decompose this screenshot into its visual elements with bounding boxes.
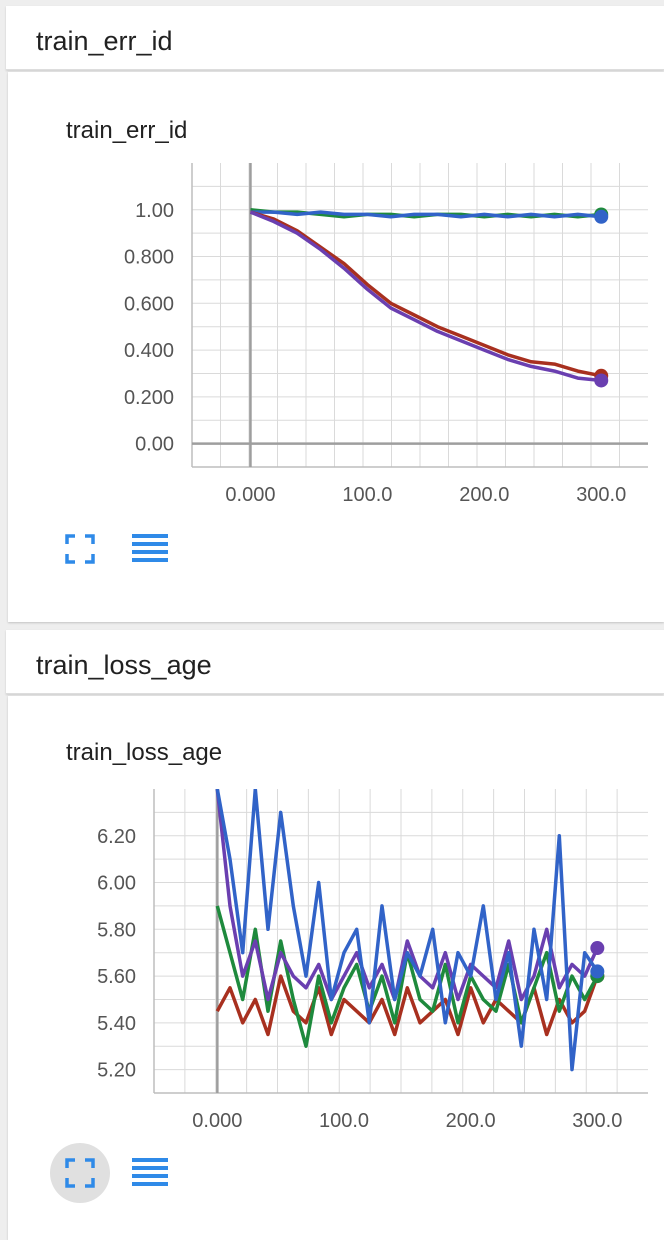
y-tick-label: 0.200 bbox=[124, 387, 174, 409]
section-header-train-err-id[interactable]: train_err_id bbox=[6, 6, 664, 70]
x-tick-label: 200.0 bbox=[459, 484, 509, 506]
series-end-point-2 bbox=[590, 941, 605, 956]
list-icon bbox=[132, 1158, 168, 1186]
y-tick-label: 0.600 bbox=[124, 293, 174, 315]
y-tick-label: 5.20 bbox=[97, 1060, 136, 1082]
series-end-point-3 bbox=[590, 964, 605, 979]
series-line-1 bbox=[250, 210, 602, 219]
y-tick-label: 0.00 bbox=[135, 434, 174, 456]
series-line-2 bbox=[249, 210, 602, 378]
x-tick-label: 0.000 bbox=[192, 1110, 242, 1132]
x-tick-label: 200.0 bbox=[446, 1110, 496, 1132]
series-line-3 bbox=[249, 210, 602, 383]
x-tick-label: 100.0 bbox=[319, 1110, 369, 1132]
y-tick-label: 5.60 bbox=[97, 966, 136, 988]
fullscreen-icon bbox=[65, 1158, 95, 1188]
show-data-button[interactable] bbox=[120, 1143, 180, 1203]
section-title: train_loss_age bbox=[36, 650, 212, 680]
chart-train-loss-age: 5.20 5.40 5.60 5.80 6.00 6.20 0.000 100.0 200.0 3… bbox=[97, 789, 648, 1132]
chart-card-train-loss-age: train_loss_age 5.20 5.40 5.60 5.80 6.00 6.20 0… bbox=[8, 696, 664, 1240]
y-tick-label: 0.800 bbox=[124, 247, 174, 269]
y-tick-label: 5.40 bbox=[97, 1013, 136, 1035]
y-tick-label: 1.00 bbox=[135, 200, 174, 222]
y-tick-label: 0.400 bbox=[124, 340, 174, 362]
x-tick-label: 300.0 bbox=[572, 1110, 622, 1132]
chart-title: train_loss_age bbox=[66, 739, 223, 766]
y-tick-label: 6.00 bbox=[97, 873, 136, 895]
series-end-point-3 bbox=[594, 373, 609, 388]
fullscreen-button[interactable] bbox=[50, 1143, 110, 1203]
y-tick-label: 5.80 bbox=[97, 919, 136, 941]
chart-train-err-id: 0.00 0.200 0.400 0.600 0.800 1.00 0.000 100.0 20… bbox=[124, 163, 648, 506]
show-data-button[interactable] bbox=[120, 519, 180, 579]
series-end-point-1 bbox=[594, 209, 609, 224]
chart-card-train-err-id: train_err_id 0.00 0.200 0.400 0.600 0.800 1.0… bbox=[8, 72, 664, 622]
x-tick-label: 0.000 bbox=[225, 484, 275, 506]
series-line-3 bbox=[215, 789, 599, 1072]
section-header-train-loss-age[interactable]: train_loss_age bbox=[6, 630, 664, 694]
x-tick-label: 100.0 bbox=[342, 484, 392, 506]
list-icon bbox=[132, 534, 168, 562]
section-title: train_err_id bbox=[36, 26, 173, 56]
fullscreen-button[interactable] bbox=[50, 519, 110, 579]
y-tick-label: 6.20 bbox=[97, 826, 136, 848]
series-line-2 bbox=[215, 789, 599, 1002]
x-tick-label: 300.0 bbox=[576, 484, 626, 506]
fullscreen-icon bbox=[65, 534, 95, 564]
chart-title: train_err_id bbox=[66, 117, 188, 144]
